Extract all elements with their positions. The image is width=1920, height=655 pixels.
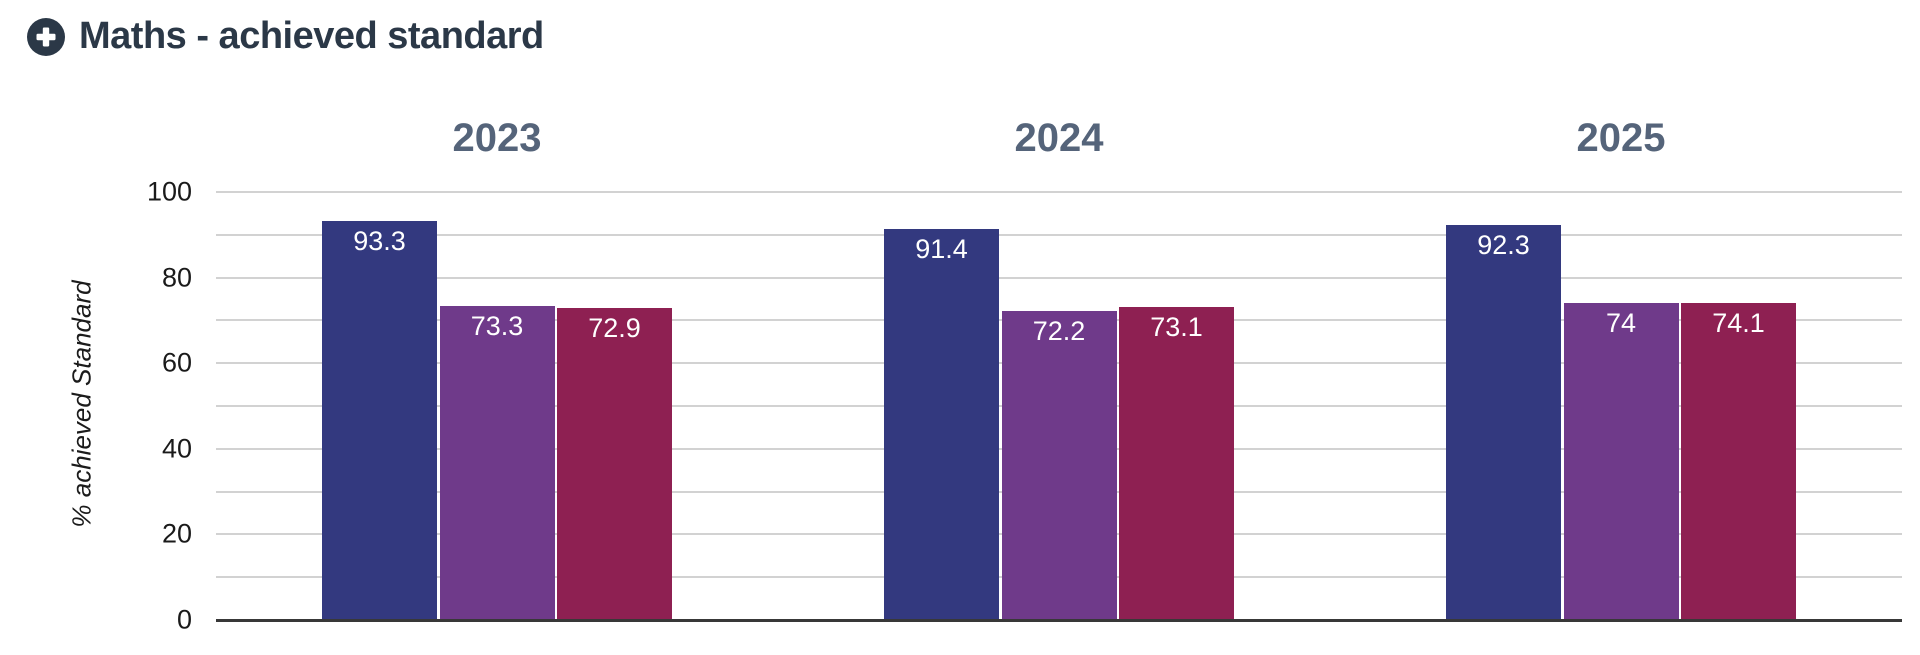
facet-title-2023: 2023 [452,116,542,160]
bar-2024-series-2[interactable]: 72.2 [1001,310,1117,620]
bar-2025-series-2[interactable]: 74 [1563,303,1679,620]
bar-value-label: 74.1 [1712,307,1765,338]
y-tick-label-20: 20 [161,518,192,549]
y-tick-label-40: 40 [161,433,192,464]
bar-value-label: 74 [1605,308,1637,339]
bar-value-label: 73.3 [470,311,524,342]
bar-2024-series-3[interactable]: 73.1 [1119,307,1234,620]
gridline-80 [216,276,1902,279]
bar-2025-series-3[interactable]: 74.1 [1681,302,1796,620]
facet-title-2025: 2025 [1576,116,1666,160]
bar-value-label: 73.1 [1150,312,1203,343]
bar-value-label: 93.3 [353,225,406,256]
y-tick-label-60: 60 [161,347,192,378]
gridline-90 [216,233,1902,236]
bar-2023-series-3[interactable]: 72.9 [557,307,672,620]
bar-value-label: 92.3 [1477,229,1530,260]
bar-2023-series-2[interactable]: 73.3 [439,306,555,620]
chart-header: Maths - achieved standard [26,15,544,58]
bar-value-label: 72.9 [588,312,641,343]
plus-circle-icon[interactable] [26,17,66,57]
page-title: Maths - achieved standard [79,15,544,57]
bar-2024-series-1[interactable]: 91.4 [884,228,999,620]
x-axis-line [216,618,1902,622]
bar-2025-series-1[interactable]: 92.3 [1446,224,1561,620]
y-tick-label-0: 0 [176,604,192,635]
bar-value-label: 91.4 [915,233,968,264]
y-tick-label-100: 100 [146,176,192,207]
bar-2023-series-1[interactable]: 93.3 [322,220,437,620]
gridline-100 [216,191,1902,193]
y-tick-label-80: 80 [161,262,192,293]
y-axis-label: % achieved Standard [66,280,97,528]
bar-value-label: 72.2 [1032,315,1086,346]
facet-title-2024: 2024 [1014,116,1104,160]
